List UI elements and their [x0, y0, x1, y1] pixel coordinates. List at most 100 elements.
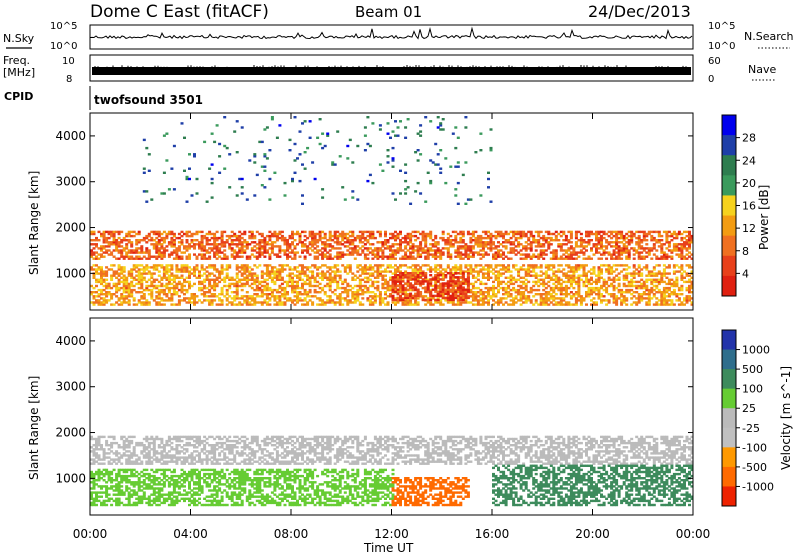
- heatmap-cell: [446, 236, 450, 240]
- heatmap-cell: [607, 301, 611, 304]
- heatmap-cell: [399, 230, 402, 234]
- heatmap-cell: [466, 249, 470, 252]
- heatmap-cell: [160, 247, 164, 250]
- heatmap-cell: [524, 234, 528, 238]
- freq-spikes: [94, 65, 687, 67]
- heatmap-cell: [572, 276, 576, 279]
- heatmap-cell: [233, 295, 237, 298]
- heatmap-cell: [547, 232, 551, 236]
- heatmap-cell: [200, 255, 204, 258]
- heatmap-cell: [172, 286, 176, 290]
- heatmap-cell: [572, 286, 576, 290]
- heatmap-cell: [205, 200, 209, 203]
- heatmap-cell: [308, 120, 312, 123]
- heatmap-cell: [152, 272, 156, 275]
- heatmap-cell: [308, 136, 312, 139]
- heatmap-cell: [208, 239, 212, 242]
- heatmap-cell: [275, 272, 279, 275]
- heatmap-cell: [376, 249, 380, 252]
- heatmap-cell: [627, 272, 631, 275]
- heatmap-cell: [140, 282, 144, 286]
- heatmap-cell: [620, 257, 624, 260]
- heatmap-cell: [321, 253, 325, 256]
- heatmap-cell: [529, 241, 533, 244]
- heatmap-cell: [640, 284, 644, 288]
- heatmap-cell: [672, 266, 676, 269]
- heatmap-cell: [188, 280, 191, 284]
- heatmap-cell: [640, 272, 644, 275]
- heatmap-cell: [602, 251, 606, 254]
- heatmap-cell: [188, 245, 191, 248]
- heatmap-cell: [215, 268, 219, 271]
- heatmap-cell: [363, 247, 367, 250]
- heatmap-cell: [203, 291, 207, 294]
- heatmap-cell: [399, 274, 402, 277]
- heatmap-cell: [278, 301, 282, 304]
- heatmap-cell: [446, 288, 450, 291]
- heatmap-cell: [316, 274, 320, 277]
- heatmap-cell: [260, 239, 264, 242]
- heatmap-cell: [461, 253, 465, 256]
- heatmap-cell: [396, 236, 400, 240]
- heatmap-cell: [617, 232, 621, 236]
- heatmap-cell: [534, 241, 538, 244]
- heatmap-cell: [652, 303, 656, 306]
- heatmap-cell: [157, 280, 161, 284]
- heatmap-cell: [499, 232, 503, 236]
- heatmap-cell: [341, 230, 345, 234]
- heatmap-cell: [130, 272, 134, 275]
- heatmap-cell: [574, 251, 578, 254]
- heatmap-cell: [233, 243, 237, 246]
- heatmap-cell: [190, 245, 194, 248]
- heatmap-cell: [509, 243, 513, 246]
- heatmap-cell: [147, 255, 151, 258]
- heatmap-cell: [446, 284, 450, 287]
- heatmap-cell: [552, 303, 556, 306]
- heatmap-cell: [627, 230, 631, 234]
- heatmap-cell: [346, 266, 350, 269]
- heatmap-cell: [675, 264, 679, 267]
- heatmap-cell: [193, 301, 196, 304]
- heatmap-cell: [577, 276, 581, 279]
- heatmap-cell: [409, 239, 413, 242]
- heatmap-cell: [288, 297, 292, 300]
- heatmap-cell: [537, 243, 541, 246]
- heatmap-cell: [288, 138, 292, 142]
- heatmap-cell: [456, 268, 460, 271]
- heatmap-cell: [273, 299, 277, 302]
- heatmap-cell: [416, 297, 420, 300]
- heatmap-cell: [622, 264, 626, 267]
- heatmap-cell: [688, 284, 691, 288]
- heatmap-cell: [524, 274, 528, 277]
- heatmap-cell: [338, 243, 342, 246]
- heatmap-cell: [572, 253, 576, 256]
- heatmap-cell: [429, 270, 433, 273]
- heatmap-cell: [522, 257, 526, 260]
- heatmap-cell: [137, 282, 141, 286]
- heatmap-cell: [544, 299, 548, 302]
- heatmap-cell: [240, 297, 244, 300]
- heatmap-cell: [135, 257, 139, 260]
- heatmap-cell: [612, 301, 616, 304]
- heatmap-cell: [454, 255, 458, 258]
- heatmap-cell: [97, 239, 101, 242]
- heatmap-cell: [522, 245, 526, 248]
- heatmap-cell: [542, 299, 546, 302]
- heatmap-cell: [130, 249, 134, 252]
- heatmap-cell: [102, 274, 106, 277]
- heatmap-cell: [278, 247, 282, 250]
- heatmap-cell: [419, 245, 423, 248]
- heatmap-cell: [188, 270, 191, 273]
- heatmap-cell: [230, 253, 234, 256]
- heatmap-cell: [200, 274, 204, 277]
- heatmap-cell: [406, 274, 410, 277]
- heatmap-cell: [688, 241, 691, 244]
- heatmap-cell: [220, 257, 224, 260]
- heatmap-cell: [356, 299, 360, 302]
- heatmap-cell: [112, 272, 116, 275]
- heatmap-cell: [635, 268, 639, 271]
- heatmap-cell: [534, 245, 538, 248]
- heatmap-cell: [323, 247, 327, 250]
- heatmap-cell: [660, 301, 664, 304]
- heatmap-cell: [464, 288, 468, 291]
